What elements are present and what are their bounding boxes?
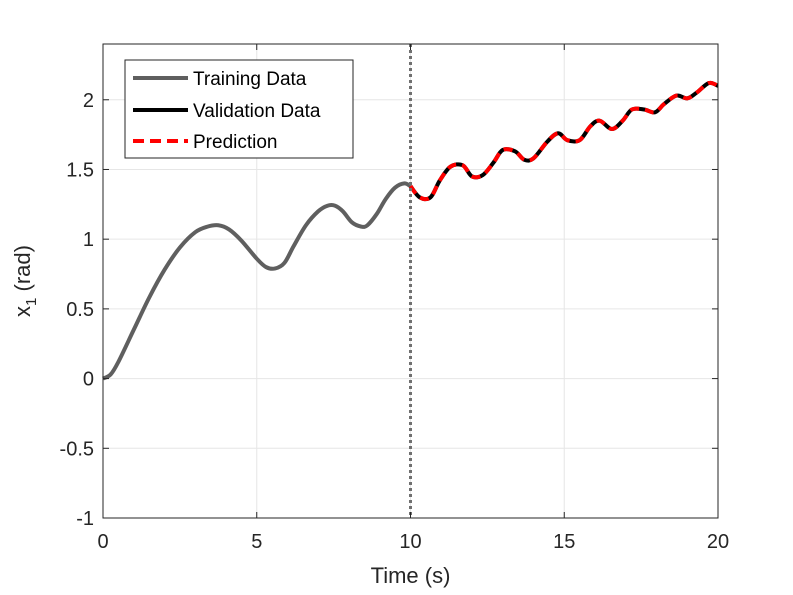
y-axis-title-unit: (rad) (10, 245, 35, 298)
x-tick-label: 10 (399, 531, 421, 553)
y-axis-title-subscript: 1 (23, 298, 40, 306)
x-tick-label: 0 (97, 531, 108, 553)
y-tick-label: 1.5 (66, 159, 94, 181)
series-layer (102, 80, 719, 381)
y-tick-label: 0.5 (66, 299, 94, 321)
legend-label-validation: Validation Data (193, 101, 321, 122)
x-tick-label: 20 (707, 531, 729, 553)
y-tick-label: -1 (76, 508, 94, 530)
legend-label-training: Training Data (193, 69, 307, 90)
legend-label-prediction: Prediction (193, 132, 278, 153)
y-tick-label: 2 (83, 90, 94, 112)
series-line-training-data (102, 181, 412, 381)
x-tick-label: 15 (553, 531, 575, 553)
series-line-prediction (408, 80, 719, 202)
y-axis-title: x1 (rad) (10, 245, 40, 317)
y-tick-label: 0 (83, 369, 94, 391)
x-tick-label: 5 (251, 531, 262, 553)
legend: Training Data Validation Data Prediction (124, 59, 354, 159)
ticks: 0 5 10 15 20 -1 -0.5 0 0.5 1 1.5 2 (60, 44, 729, 553)
y-axis-title-main: x (10, 306, 35, 317)
y-tick-label: 1 (83, 229, 94, 251)
y-tick-label: -0.5 (60, 438, 94, 460)
x-axis-title: Time (s) (371, 563, 451, 588)
